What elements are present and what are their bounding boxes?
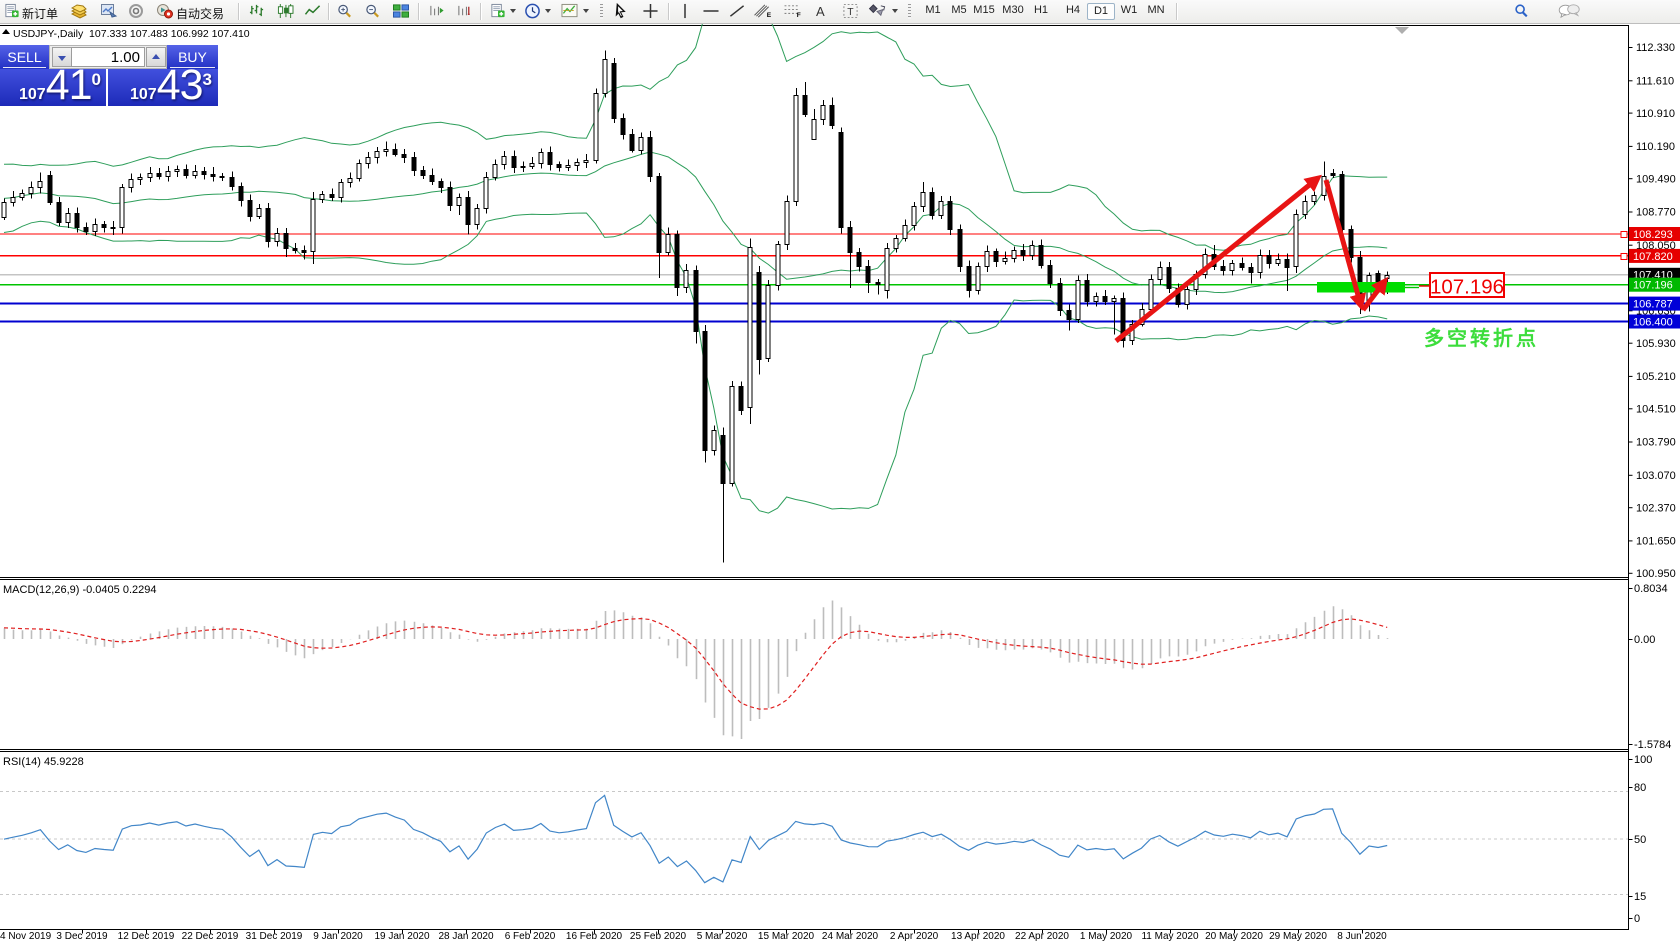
svg-text:100.950: 100.950 (1636, 568, 1676, 580)
svg-text:5 Mar 2020: 5 Mar 2020 (697, 931, 748, 942)
svg-text:105.930: 105.930 (1636, 338, 1676, 350)
svg-text:105.210: 105.210 (1636, 371, 1676, 383)
svg-text:22 Apr 2020: 22 Apr 2020 (1015, 931, 1069, 942)
svg-text:RSI(14) 45.9228: RSI(14) 45.9228 (3, 756, 84, 768)
svg-text:100: 100 (1634, 754, 1652, 766)
svg-text:USDJPY-,Daily 107.333 107.483: USDJPY-,Daily 107.333 107.483 106.992 10… (13, 28, 250, 40)
svg-text:3 Dec 2019: 3 Dec 2019 (56, 931, 108, 942)
svg-text:2 Apr 2020: 2 Apr 2020 (890, 931, 939, 942)
svg-text:E: E (767, 12, 772, 19)
svg-text:28 Jan 2020: 28 Jan 2020 (438, 931, 493, 942)
svg-text:-1.5784: -1.5784 (1634, 739, 1671, 751)
svg-text:104.510: 104.510 (1636, 404, 1676, 416)
svg-text:4 Nov 2019: 4 Nov 2019 (0, 931, 52, 942)
svg-text:16 Feb 2020: 16 Feb 2020 (566, 931, 623, 942)
svg-text:15: 15 (1634, 891, 1646, 903)
svg-text:多空转折点: 多空转折点 (1424, 326, 1539, 350)
svg-text:109.490: 109.490 (1636, 173, 1676, 185)
svg-text:106.400: 106.400 (1633, 316, 1673, 328)
svg-text:108.770: 108.770 (1636, 207, 1676, 219)
svg-text:111.610: 111.610 (1636, 76, 1674, 88)
svg-text:103.070: 103.070 (1636, 470, 1676, 482)
svg-text:0: 0 (1634, 913, 1640, 925)
svg-text:MACD(12,26,9) -0.0405 0.2294: MACD(12,26,9) -0.0405 0.2294 (3, 584, 156, 596)
svg-text:T: T (847, 7, 854, 18)
svg-text:20 May 2020: 20 May 2020 (1205, 931, 1263, 942)
svg-text:31 Dec 2019: 31 Dec 2019 (246, 931, 303, 942)
svg-text:15 Mar 2020: 15 Mar 2020 (758, 931, 815, 942)
svg-text:11 May 2020: 11 May 2020 (1141, 931, 1199, 942)
svg-text:24 Mar 2020: 24 Mar 2020 (822, 931, 879, 942)
svg-text:103.790: 103.790 (1636, 437, 1676, 449)
svg-text:106.787: 106.787 (1633, 299, 1673, 311)
svg-text:19 Jan 2020: 19 Jan 2020 (374, 931, 429, 942)
svg-text:107.196: 107.196 (1430, 276, 1504, 299)
svg-text:0.8034: 0.8034 (1634, 583, 1668, 595)
svg-text:12 Dec 2019: 12 Dec 2019 (118, 931, 175, 942)
svg-text:25 Feb 2020: 25 Feb 2020 (630, 931, 687, 942)
svg-text:107.196: 107.196 (1633, 280, 1673, 292)
svg-text:110.910: 110.910 (1636, 108, 1675, 120)
svg-text:110.190: 110.190 (1636, 141, 1675, 153)
svg-text:102.370: 102.370 (1636, 502, 1676, 514)
svg-text:13 Apr 2020: 13 Apr 2020 (951, 931, 1005, 942)
svg-text:50: 50 (1634, 834, 1646, 846)
svg-text:F: F (797, 12, 801, 19)
svg-text:6 Feb 2020: 6 Feb 2020 (505, 931, 556, 942)
svg-text:101.650: 101.650 (1636, 536, 1676, 548)
svg-text:8 Jun 2020: 8 Jun 2020 (1337, 931, 1387, 942)
svg-text:80: 80 (1634, 782, 1646, 794)
svg-text:107.820: 107.820 (1633, 251, 1673, 263)
svg-text:9 Jan 2020: 9 Jan 2020 (313, 931, 363, 942)
svg-text:29 May 2020: 29 May 2020 (1269, 931, 1327, 942)
svg-text:22 Dec 2019: 22 Dec 2019 (182, 931, 239, 942)
svg-text:108.293: 108.293 (1633, 229, 1673, 241)
svg-text:1 May 2020: 1 May 2020 (1080, 931, 1133, 942)
svg-text:0.00: 0.00 (1634, 634, 1655, 646)
svg-text:112.330: 112.330 (1636, 42, 1675, 54)
